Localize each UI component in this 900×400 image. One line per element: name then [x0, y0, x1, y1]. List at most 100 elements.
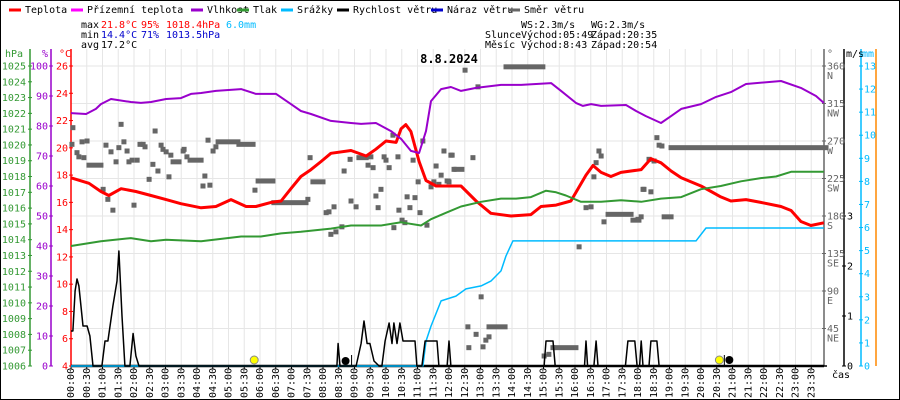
humidity-tick-label: 10 — [36, 332, 48, 343]
direction-point — [576, 244, 582, 250]
astro-markers — [249, 355, 734, 365]
temperature-tick-label: 26 — [56, 62, 68, 73]
x-tick-label: 09:00 — [350, 368, 361, 398]
legend-label: Teplota — [25, 5, 67, 16]
direction-run — [255, 178, 276, 184]
direction-point — [591, 174, 597, 180]
direction-point — [113, 159, 119, 165]
legend: Teplota Přízemní teplota Vlhkost Tlak Srážky… — [9, 4, 584, 16]
rain-tick-label: 11 — [864, 108, 876, 119]
direction-point — [386, 165, 392, 171]
direction-point — [84, 138, 90, 144]
legend-label: Směr větru — [524, 4, 584, 16]
direction-tick-label: 315 — [827, 99, 845, 110]
x-tick-label: 10:30 — [397, 368, 408, 398]
direction-point — [436, 181, 442, 187]
x-tick-label: 05:30 — [239, 368, 250, 398]
rain-tick-label: 12 — [864, 85, 876, 96]
direction-point — [428, 184, 434, 190]
direction-compass-label: NE — [827, 334, 839, 345]
direction-point — [465, 324, 471, 330]
direction-point — [407, 205, 413, 211]
stat-max-rain: 6.0mm — [226, 20, 256, 31]
moon-label: Měsíc — [485, 39, 515, 51]
series-teplota — [70, 123, 825, 227]
axis-unit-temperature: °C — [59, 49, 71, 60]
direction-point — [383, 157, 389, 163]
wind-gust-info: WG:2.3m/s — [591, 20, 645, 31]
direction-point — [483, 337, 489, 343]
axis-unit-wind: m/s — [846, 49, 864, 60]
pressure-tick-label: 1014 — [2, 235, 26, 246]
x-tick-label: 05:00 — [224, 368, 235, 398]
x-tick-label: 11:30 — [428, 368, 439, 398]
chart-title: 8.8.2024 — [420, 52, 478, 66]
direction-point — [305, 196, 311, 202]
direction-point — [466, 345, 472, 351]
legend-label: Rychlost větru — [353, 4, 437, 16]
x-tick-label: 20:00 — [696, 368, 707, 398]
temperature-tick-label: 18 — [56, 171, 68, 182]
humidity-tick-label: 80 — [36, 122, 48, 133]
direction-run — [605, 211, 634, 217]
temperature-tick-label: 20 — [56, 143, 68, 154]
direction-point — [480, 344, 486, 350]
wind-tick-label: 3 — [847, 212, 853, 223]
x-tick-label: 04:00 — [192, 368, 203, 398]
direction-point — [202, 173, 208, 179]
series-vlhkost — [70, 80, 825, 154]
moonrise-icon — [341, 357, 350, 365]
direction-point — [103, 142, 109, 148]
x-tick-label: 11:00 — [413, 368, 424, 398]
direction-point — [441, 148, 447, 154]
direction-tick-label: 135 — [827, 249, 845, 260]
direction-run — [215, 139, 241, 145]
x-tick-label: 04:30 — [208, 368, 219, 398]
x-tick-label: 20:30 — [712, 368, 723, 398]
sunrise: Východ:05:49 — [521, 29, 593, 41]
sunrise-icon — [249, 355, 259, 365]
direction-point — [395, 154, 401, 160]
series-sr-ky — [71, 227, 824, 367]
direction-point — [654, 135, 660, 141]
direction-point — [69, 141, 75, 147]
direction-point — [648, 189, 654, 195]
direction-run — [187, 157, 204, 163]
x-tick-label: 02:30 — [145, 368, 156, 398]
direction-compass-label: E — [827, 296, 833, 307]
direction-point — [137, 141, 143, 147]
direction-point — [129, 157, 135, 163]
moonset: Západ:20:54 — [591, 39, 657, 51]
moonset-icon — [725, 356, 734, 364]
direction-point — [213, 144, 219, 150]
rain-tick-label: 6 — [864, 223, 870, 234]
direction-point — [415, 179, 421, 185]
x-tick-label: 18:00 — [633, 368, 644, 398]
stat-min-hum: 71% — [141, 30, 159, 41]
direction-point — [168, 152, 174, 158]
legend-label: Náraz větru — [447, 4, 513, 16]
direction-point — [593, 160, 599, 166]
direction-point — [74, 150, 80, 156]
x-tick-label: 08:00 — [318, 368, 329, 398]
stat-avg-label: avg — [81, 40, 99, 51]
direction-run — [170, 159, 182, 165]
wind-tick-label: 2 — [847, 262, 853, 273]
x-tick-label: 21:00 — [728, 368, 739, 398]
direction-run — [630, 217, 642, 223]
direction-point — [399, 217, 405, 223]
rain-tick-label: 0 — [864, 362, 870, 373]
stat-min-label: min — [81, 30, 99, 41]
direction-point — [105, 196, 111, 202]
sun-label: Slunce — [485, 30, 521, 41]
humidity-tick-label: 20 — [36, 302, 48, 313]
x-tick-label: 07:30 — [302, 368, 313, 398]
direction-point — [375, 205, 381, 211]
pressure-tick-label: 1023 — [2, 93, 26, 104]
direction-point — [166, 174, 172, 180]
wind-speed-info: WS:2.3m/s — [521, 20, 575, 31]
legend-label: Přízemní teplota — [87, 4, 183, 16]
direction-point — [252, 187, 258, 193]
